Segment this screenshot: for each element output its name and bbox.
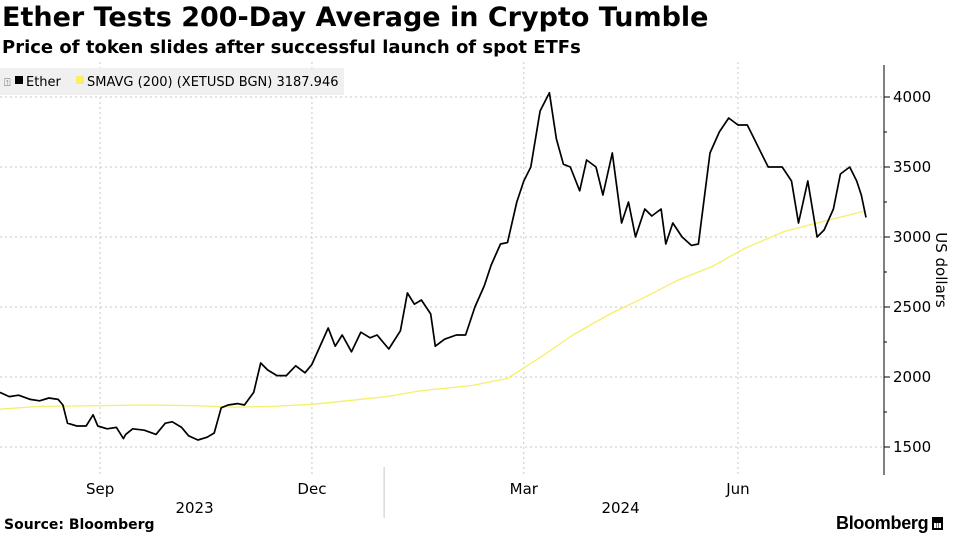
series-lines xyxy=(0,91,867,441)
x-tick-label: Mar xyxy=(510,480,539,498)
series-line-ether xyxy=(0,91,867,441)
y-tick-label: 4000 xyxy=(893,88,931,106)
y-tick-label: 1500 xyxy=(893,438,931,456)
brand-name: Bloomberg xyxy=(836,513,929,533)
y-axis: 1500 2000 2500 3000 3500 4000 xyxy=(883,65,931,475)
x-tick-label: Jun xyxy=(725,480,749,498)
legend-entry-ether: ⍐ Ether xyxy=(4,75,62,90)
source-note: Source: Bloomberg xyxy=(4,517,155,533)
bloomberg-terminal-icon xyxy=(932,517,944,530)
x-tick-label: Sep xyxy=(86,480,114,498)
legend-background xyxy=(0,68,344,95)
x-tick-label: Dec xyxy=(297,480,326,498)
gridlines xyxy=(0,62,884,475)
legend-entry-sma: SMAVG (200) (XETUSD BGN) 3187.946 xyxy=(76,75,338,90)
series-line-sma xyxy=(0,210,867,410)
legend-swatch-sma xyxy=(76,76,84,84)
legend: ⍐ Ether SMAVG (200) (XETUSD BGN) 3187.94… xyxy=(0,68,344,95)
legend-swatch-ether xyxy=(15,76,23,84)
chart-subtitle: Price of token slides after successful l… xyxy=(2,37,581,58)
y-tick-label: 2000 xyxy=(893,368,931,386)
x-axis: Sep Dec Mar Jun 2023 2024 xyxy=(86,467,750,518)
bloomberg-logo: Bloomberg xyxy=(836,513,944,534)
y-axis-label: US dollars xyxy=(932,232,950,308)
y-tick-label: 3500 xyxy=(893,158,931,176)
y-tick-label: 2500 xyxy=(893,298,931,316)
y-tick-label: 3000 xyxy=(893,228,931,246)
legend-checkbox-icon: ⍐ xyxy=(4,76,11,89)
legend-label-ether: Ether xyxy=(26,75,62,90)
x-year-label: 2024 xyxy=(601,499,639,517)
chart-title: Ether Tests 200-Day Average in Crypto Tu… xyxy=(2,2,709,33)
legend-label-sma: SMAVG (200) (XETUSD BGN) 3187.946 xyxy=(87,75,338,90)
x-year-label: 2023 xyxy=(175,499,213,517)
